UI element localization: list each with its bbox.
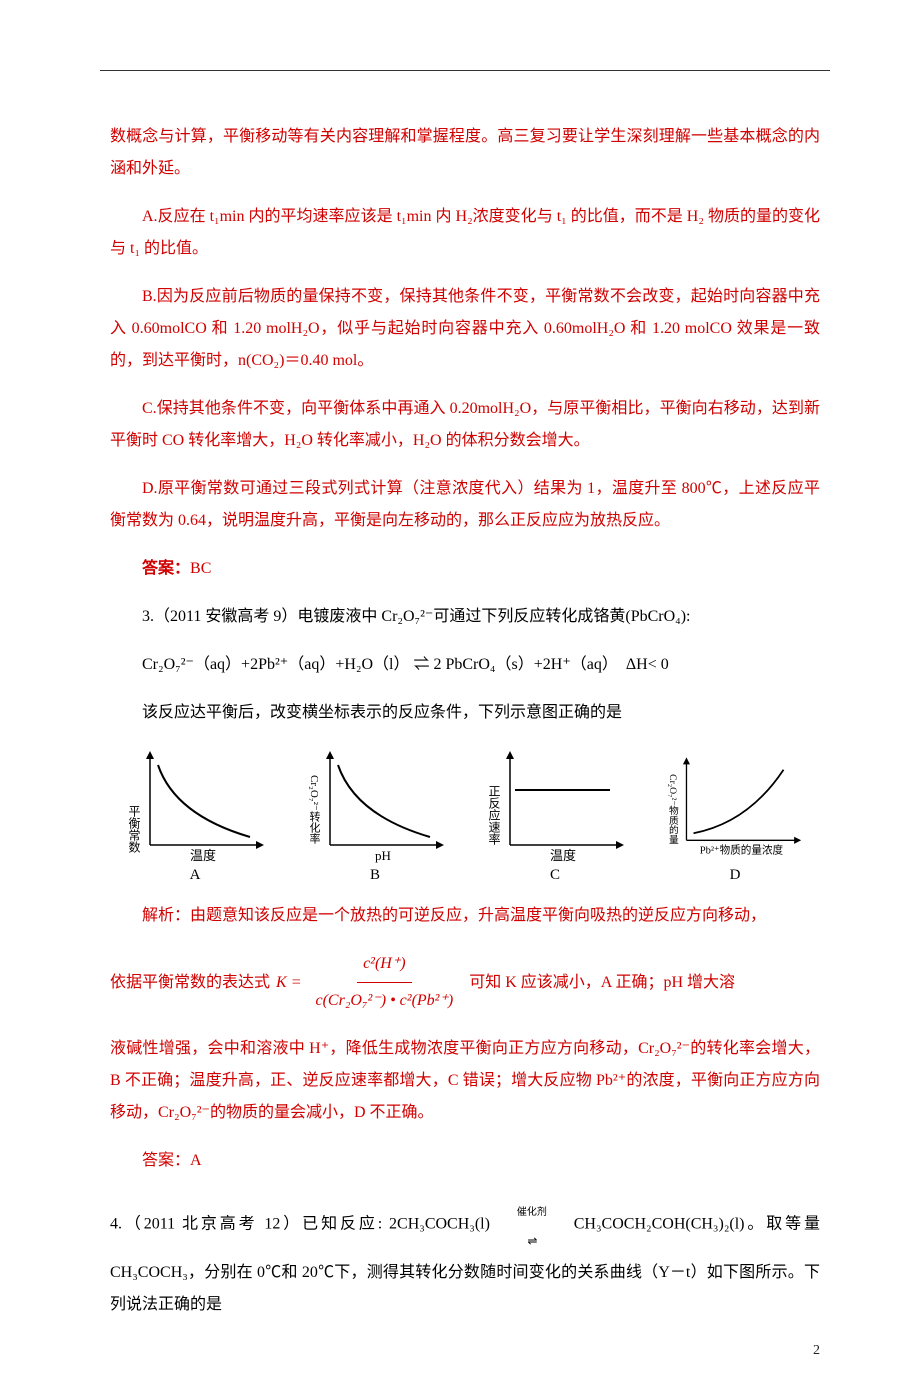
chart-c-caption: C: [550, 867, 560, 884]
page-number: 2: [813, 1343, 820, 1359]
document-page: 数概念与计算，平衡移动等有关内容理解和掌握程度。高三复习要让学生深刻理解一些基本…: [0, 0, 920, 1377]
option-b-text: B.因为反应前后物质的量保持不变，保持其他条件不变，平衡常数不会改变，起始时向容…: [110, 281, 820, 377]
chart-d-xlabel: Pb²⁺物质的量浓度: [700, 844, 784, 857]
chart-b-caption: B: [370, 867, 380, 884]
q3-explanation-a: 解析：由题意知该反应是一个放热的可逆反应，升高温度平衡向吸热的逆反应方向移动，: [110, 900, 820, 932]
q3-stem-line2: 该反应达平衡后，改变横坐标表示的反应条件，下列示意图正确的是: [110, 697, 820, 729]
answer-a-value: A: [190, 1152, 202, 1169]
fraction-denominator: c(Cr₂O₇²⁻) • c²(Pb²⁺): [309, 983, 459, 1017]
fraction: c²(H⁺) c(Cr₂O₇²⁻) • c²(Pb²⁺): [309, 948, 459, 1017]
chart-b-svg: Cr₂O₇²⁻转化率 pH: [300, 745, 450, 865]
q3-expl-b-pre: 依据平衡常数的表达式: [110, 967, 270, 999]
answer-bc: 答案：BC: [110, 553, 820, 585]
q3-formula-row: 依据平衡常数的表达式 K = c²(H⁺) c(Cr₂O₇²⁻) • c²(Pb…: [110, 948, 820, 1017]
chart-c-svg: 正反应速率 温度: [480, 745, 630, 865]
q4-pre: 4.（2011 北京高考 12）已知反应: 2CH₃COCH₃(l): [110, 1216, 490, 1233]
chart-a-xlabel: 温度: [190, 848, 216, 863]
option-c-text: C.保持其他条件不变，向平衡体系中再通入 0.20molH₂O，与原平衡相比，平…: [110, 393, 820, 457]
q3-explanation-c: 液碱性增强，会中和溶液中 H⁺，降低生成物浓度平衡向正方应方向移动，Cr₂O₇²…: [110, 1033, 820, 1129]
chart-d-svg: Cr₂O₇²⁻物质的量 Pb²⁺物质的量浓度: [660, 745, 810, 865]
chart-b-xlabel: pH: [375, 848, 391, 863]
option-d-text: D.原平衡常数可通过三段式列式计算（注意浓度代入）结果为 1，温度升至 800℃…: [110, 473, 820, 537]
chart-a-svg: 平衡常数 温度: [120, 745, 270, 865]
chart-c-xlabel: 温度: [550, 848, 576, 863]
answer-a-label: 答案：: [142, 1152, 190, 1169]
fraction-numerator: c²(H⁺): [357, 948, 412, 983]
header-rule: [100, 70, 830, 71]
answer-value: BC: [190, 560, 211, 577]
chart-b-ylabel: Cr₂O₇²⁻转化率: [308, 775, 321, 844]
q3-stem-line1: 3.（2011 安徽高考 9）电镀废液中 Cr₂O₇²⁻可通过下列反应转化成铬黄…: [110, 601, 820, 633]
option-a-text: A.反应在 t₁min 内的平均速率应该是 t₁min 内 H₂浓度变化与 t₁…: [110, 201, 820, 265]
answer-label: 答案：: [142, 560, 190, 577]
q3-equation: Cr₂O₇²⁻（aq）+2Pb²⁺（aq）+H₂O（l） ⇌ 2 PbCrO₄（…: [110, 649, 820, 681]
reversible-arrow: 催化剂 ⇌: [497, 1193, 567, 1257]
catalyst-label: 催化剂: [517, 1207, 547, 1218]
chart-a: 平衡常数 温度 A: [120, 745, 270, 884]
chart-d-ylabel: Cr₂O₇²⁻物质的量: [667, 774, 679, 844]
chart-a-ylabel: 平衡常数: [127, 805, 141, 854]
chart-d: Cr₂O₇²⁻物质的量 Pb²⁺物质的量浓度 D: [660, 745, 810, 884]
intro-paragraph: 数概念与计算，平衡移动等有关内容理解和掌握程度。高三复习要让学生深刻理解一些基本…: [110, 121, 820, 185]
chart-c-ylabel: 正反应速率: [487, 785, 501, 845]
chart-c: 正反应速率 温度 C: [480, 745, 630, 884]
charts-row: 平衡常数 温度 A Cr₂O₇²⁻转化率 pH: [110, 745, 820, 884]
arrow-lines: ⇌: [527, 1234, 536, 1248]
k-equals: K =: [276, 967, 301, 999]
answer-a: 答案：A: [110, 1145, 820, 1177]
chart-b: Cr₂O₇²⁻转化率 pH B: [300, 745, 450, 884]
chart-a-caption: A: [190, 867, 201, 884]
chart-d-caption: D: [730, 867, 741, 884]
q3-expl-b-post: 可知 K 应该减小，A 正确；pH 增大溶: [469, 967, 735, 999]
